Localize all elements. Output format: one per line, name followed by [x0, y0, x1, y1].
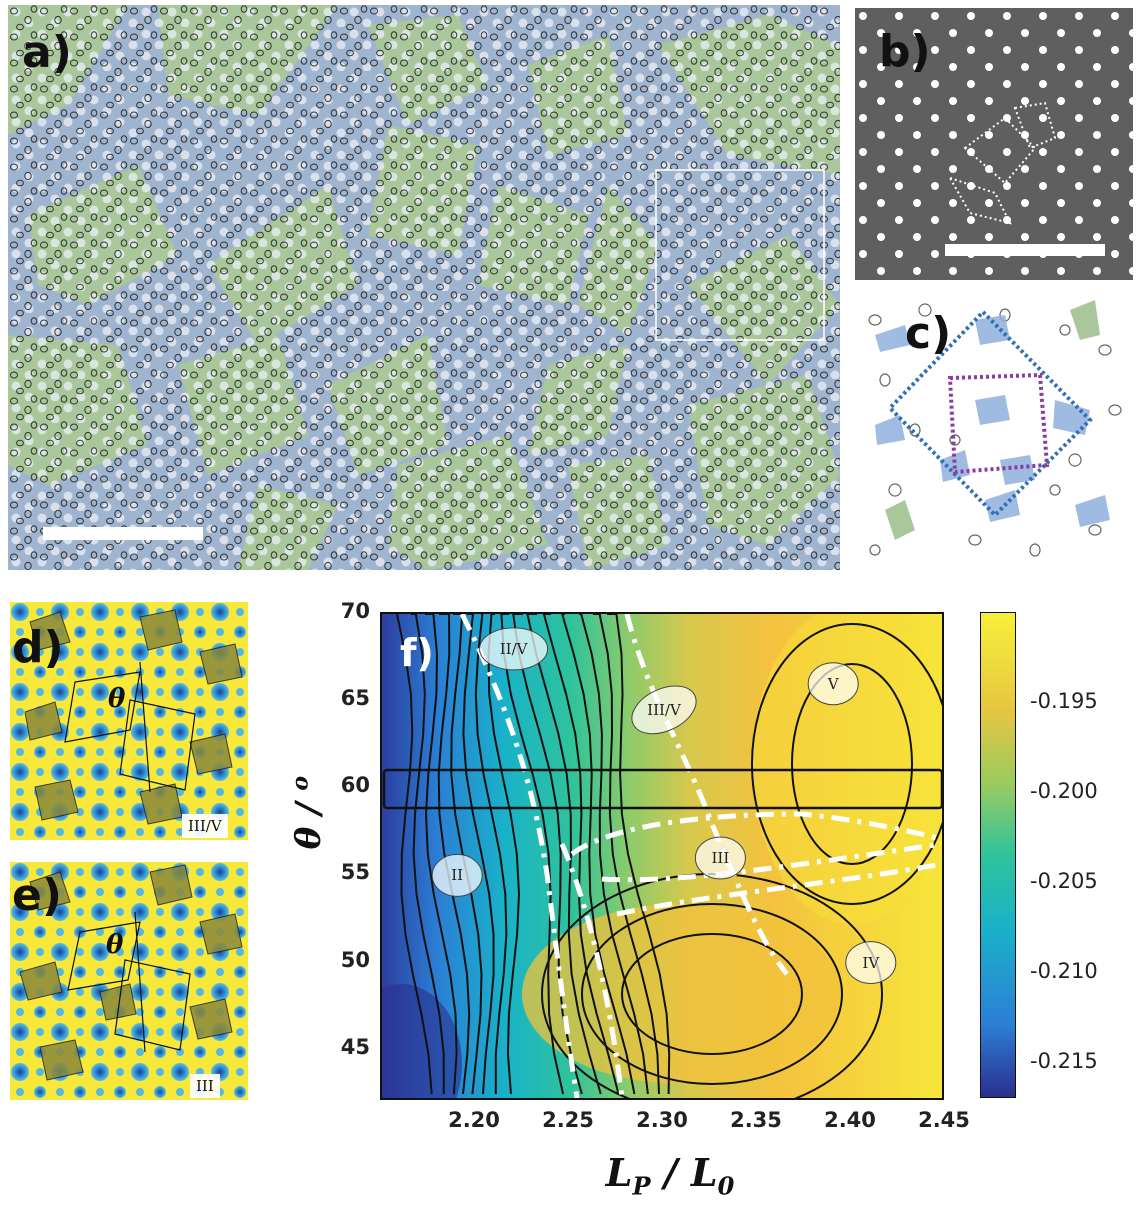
panel-c-label: c)	[905, 308, 952, 359]
y-tick-65: 65	[340, 686, 370, 711]
x-axis-label: LP / L0	[605, 1150, 735, 1201]
colorbar-tick--0.215: -0.215	[1030, 1049, 1098, 1073]
colorbar	[980, 612, 1016, 1098]
x-tick-2.40: 2.40	[824, 1108, 876, 1132]
region-ellipse-IV	[845, 941, 897, 985]
scale-bar-a	[43, 527, 203, 540]
panel-b-image	[855, 8, 1133, 280]
y-tick-45: 45	[340, 1034, 370, 1059]
panel-f-chart: f) II/V V III/V III II IV	[380, 612, 944, 1100]
panel-e-tag: III	[190, 1074, 220, 1098]
purple-square	[947, 372, 1050, 475]
y-tick-60: 60	[340, 773, 370, 798]
panel-b-label: b)	[879, 26, 931, 77]
contour-loop	[581, 903, 843, 1085]
panel-e-label: e)	[12, 870, 62, 921]
contour-plot	[382, 614, 942, 1098]
dotted-tiling	[963, 116, 1037, 185]
contour-line	[579, 614, 649, 1095]
colorbar-tick--0.210: -0.210	[1030, 959, 1098, 983]
blue-square	[887, 309, 1093, 518]
region-ellipse-II	[431, 853, 483, 897]
panel-a-image	[8, 5, 840, 570]
panel-a-micrograph: a)	[8, 5, 840, 570]
contour-line	[424, 614, 458, 1095]
contour-line	[462, 614, 495, 1095]
zoom-box	[655, 169, 825, 341]
y-axis-label: θ / o	[287, 775, 329, 850]
panel-b-sem: b)	[855, 8, 1133, 280]
panel-c-image	[855, 290, 1133, 570]
x-tick-2.35: 2.35	[730, 1108, 782, 1132]
panel-f-label: f)	[400, 631, 434, 675]
region-label-V: V	[827, 674, 839, 693]
panel-d-image	[10, 602, 248, 840]
panel-d-pattern: d) θ III/V	[10, 602, 248, 840]
region-ellipse-II-V	[479, 627, 549, 671]
x-tick-2.45: 2.45	[918, 1108, 970, 1132]
contour-loop	[751, 623, 942, 905]
contour-line	[607, 614, 671, 1095]
panel-d-tag: III/V	[182, 814, 228, 838]
panel-d-theta: θ	[108, 684, 126, 714]
phase-boundaries	[459, 614, 942, 1098]
region-label-II-V: II/V	[499, 639, 528, 658]
region-label-III-V: III/V	[647, 700, 681, 719]
panel-e-theta: θ	[106, 930, 124, 960]
region-ellipse-V	[807, 662, 859, 706]
contour-line	[411, 614, 445, 1095]
highlight-band	[382, 768, 942, 810]
region-ellipses	[431, 627, 897, 985]
region-label-IV: IV	[862, 953, 880, 972]
scale-bar-b	[945, 244, 1105, 256]
panel-e-pattern: e) θ III	[10, 862, 248, 1100]
x-tick-2.30: 2.30	[636, 1108, 688, 1132]
region-ellipse-III	[694, 836, 746, 880]
colorbar-tick--0.205: -0.205	[1030, 869, 1098, 893]
contour-loop	[791, 663, 913, 865]
region-label-III: III	[711, 849, 730, 867]
colorbar-tick--0.200: -0.200	[1030, 779, 1098, 803]
panel-c-schematic: c)	[855, 290, 1133, 570]
contour-line	[474, 614, 508, 1094]
x-tick-2.25: 2.25	[542, 1108, 594, 1132]
panel-a-label: a)	[22, 27, 72, 78]
y-tick-50: 50	[340, 947, 370, 972]
contour-line	[396, 614, 433, 1095]
contour-line	[437, 614, 471, 1095]
contour-line	[450, 614, 483, 1095]
panel-d-label: d)	[12, 622, 64, 673]
y-tick-55: 55	[340, 860, 370, 885]
contour-line	[561, 614, 636, 1095]
panel-e-image	[10, 862, 248, 1100]
contour-line	[542, 614, 620, 1095]
y-tick-70: 70	[340, 599, 370, 623]
region-ellipse-III-V	[631, 685, 697, 735]
colorbar-tick--0.195: -0.195	[1030, 689, 1098, 713]
contour-loop	[621, 933, 803, 1055]
x-tick-2.20: 2.20	[448, 1108, 500, 1132]
region-label-II: II	[451, 866, 464, 885]
